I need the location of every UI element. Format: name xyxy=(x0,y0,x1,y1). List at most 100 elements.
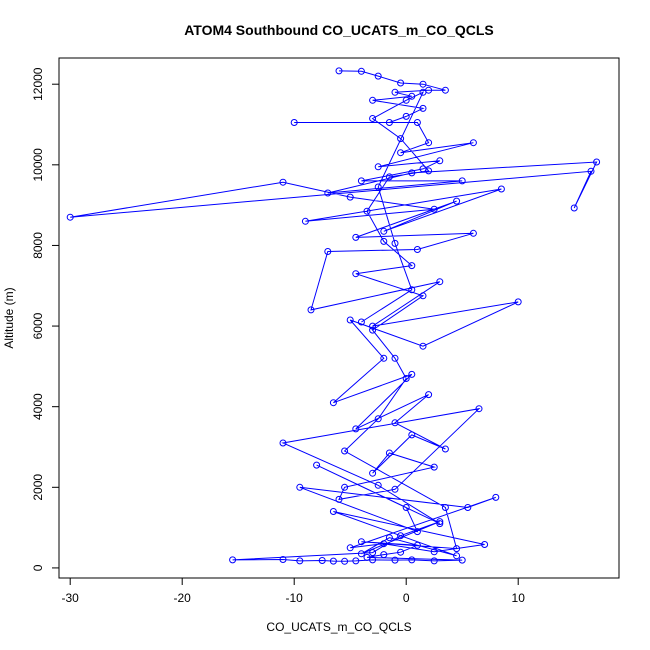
data-point xyxy=(329,508,337,515)
data-point xyxy=(357,318,365,326)
data-point xyxy=(346,316,354,324)
y-tick-label: 6000 xyxy=(31,312,45,339)
data-point xyxy=(369,322,377,330)
data-point xyxy=(352,557,360,565)
data-point xyxy=(391,556,399,564)
y-tick-label: 10000 xyxy=(31,148,45,182)
data-point xyxy=(436,518,444,526)
data-point xyxy=(453,545,461,553)
data-point xyxy=(380,354,388,362)
data-point xyxy=(391,239,399,247)
data-point xyxy=(329,557,337,565)
data-point xyxy=(402,112,410,120)
y-tick-label: 0 xyxy=(31,564,45,571)
data-point xyxy=(391,354,399,362)
data-point xyxy=(430,557,438,565)
data-point xyxy=(397,149,405,157)
y-tick-label: 4000 xyxy=(31,393,45,420)
data-point xyxy=(66,213,74,221)
data-point xyxy=(352,233,360,241)
data-point xyxy=(436,520,444,528)
data-point xyxy=(374,183,382,191)
data-point xyxy=(357,550,365,558)
data-point xyxy=(469,229,477,237)
data-point xyxy=(425,391,433,399)
data-point xyxy=(346,193,354,201)
data-point xyxy=(357,67,365,75)
data-point xyxy=(313,461,321,469)
data-point xyxy=(279,178,287,186)
data-point xyxy=(357,177,365,185)
data-point xyxy=(352,425,360,433)
data-point xyxy=(363,207,371,215)
data-point xyxy=(413,541,421,549)
data-point xyxy=(380,227,388,235)
data-point xyxy=(369,115,377,122)
data-point xyxy=(419,104,427,112)
data-point xyxy=(441,86,449,94)
data-point xyxy=(318,557,326,564)
data-point xyxy=(324,248,332,255)
data-point xyxy=(397,135,405,143)
data-point xyxy=(363,553,371,561)
data-point xyxy=(419,342,427,350)
data-point xyxy=(335,67,343,75)
data-point xyxy=(369,326,377,334)
data-point xyxy=(397,79,405,87)
data-point xyxy=(369,549,377,557)
x-tick-label: -20 xyxy=(174,591,192,605)
y-tick-label: 8000 xyxy=(31,232,45,259)
data-point xyxy=(430,205,438,213)
data-point xyxy=(391,419,399,427)
data-point xyxy=(374,415,382,423)
data-point xyxy=(341,557,349,565)
x-tick-label: -30 xyxy=(62,591,80,605)
data-point xyxy=(453,197,461,205)
data-point xyxy=(385,534,393,542)
data-point xyxy=(587,167,595,175)
data-point xyxy=(301,217,309,225)
data-point xyxy=(397,532,405,540)
x-tick-label: 10 xyxy=(512,591,526,605)
data-point xyxy=(408,262,416,270)
data-point xyxy=(413,246,421,253)
y-tick-label: 2000 xyxy=(31,474,45,501)
data-point xyxy=(430,548,438,556)
data-point xyxy=(469,139,477,147)
data-point xyxy=(380,551,388,559)
data-point xyxy=(357,538,365,546)
data-point xyxy=(408,431,416,439)
x-tick-label: 0 xyxy=(403,591,410,605)
data-point xyxy=(279,439,287,447)
data-point xyxy=(408,92,416,100)
data-point xyxy=(380,237,388,245)
data-point xyxy=(419,292,427,300)
data-point xyxy=(385,449,393,457)
data-point xyxy=(436,157,444,165)
data-point xyxy=(374,72,382,80)
data-point xyxy=(475,405,483,413)
data-point xyxy=(419,88,427,96)
data-point xyxy=(346,544,354,552)
data-point xyxy=(391,88,399,96)
data-point xyxy=(408,556,416,564)
data-point xyxy=(408,370,416,378)
data-point xyxy=(402,96,410,104)
data-point xyxy=(425,139,433,147)
data-point xyxy=(419,80,427,88)
data-point xyxy=(374,481,382,489)
data-point xyxy=(385,119,393,126)
data-point xyxy=(369,96,377,104)
data-point xyxy=(593,158,601,166)
data-point xyxy=(402,504,410,511)
data-point xyxy=(441,445,449,453)
x-axis-label: CO_UCATS_m_CO_QCLS xyxy=(266,620,411,634)
data-point xyxy=(408,169,416,177)
data-point xyxy=(441,504,449,511)
data-point xyxy=(307,306,315,314)
data-point xyxy=(453,552,461,560)
data-point xyxy=(436,278,444,286)
data-point xyxy=(514,298,522,306)
data-point xyxy=(397,548,405,556)
